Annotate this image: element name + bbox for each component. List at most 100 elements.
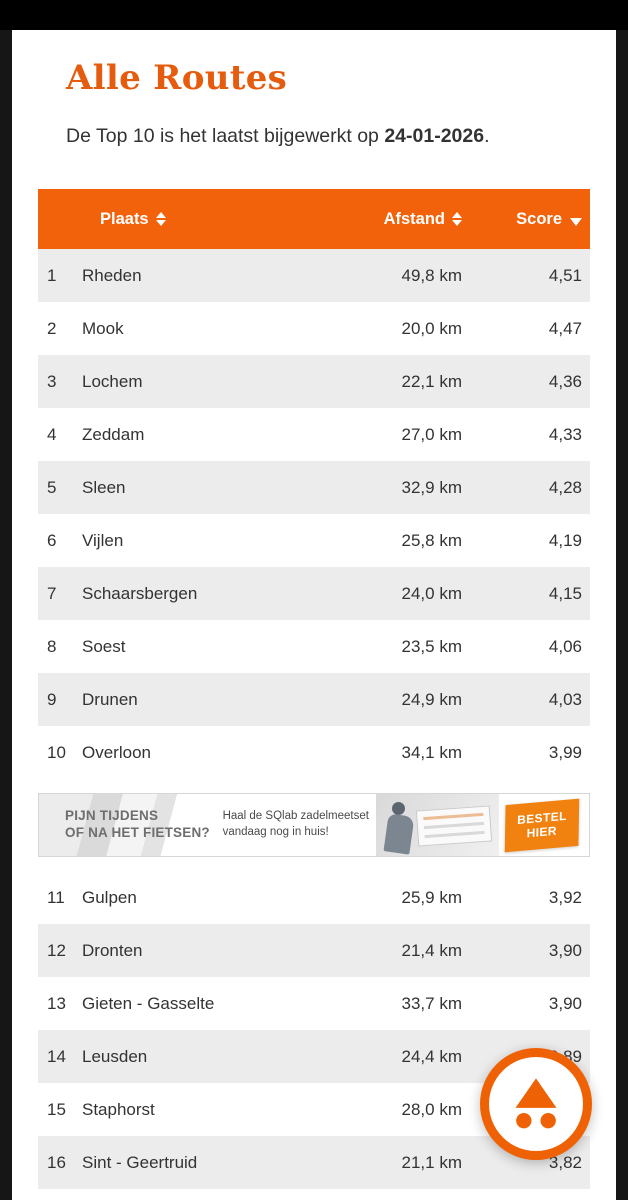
score-cell: 4,06 xyxy=(548,636,582,656)
score-cell: 3,90 xyxy=(548,993,582,1013)
column-header-afstand[interactable]: Afstand xyxy=(362,210,472,229)
score-cell: 3,90 xyxy=(548,940,582,960)
place-cell: Soest xyxy=(82,636,126,656)
rank-cell: 3 xyxy=(47,371,57,391)
score-cell: 4,47 xyxy=(548,318,582,338)
rank-cell: 8 xyxy=(47,636,57,656)
rank-cell: 13 xyxy=(47,993,66,1013)
distance-cell: 24,9 km xyxy=(401,689,462,709)
score-cell: 4,51 xyxy=(548,265,582,285)
place-cell: Schaarsbergen xyxy=(82,583,198,603)
table-row[interactable]: 5 Sleen 32,9 km 4,28 xyxy=(38,461,590,514)
place-cell: Sleen xyxy=(82,477,126,497)
distance-cell: 28,0 km xyxy=(401,1099,462,1119)
table-row[interactable]: 10 Overloon 34,1 km 3,99 xyxy=(38,726,590,779)
person-icon xyxy=(392,802,406,815)
sort-desc-icon xyxy=(570,217,582,226)
column-header-plaats[interactable]: Plaats xyxy=(82,210,362,229)
distance-cell: 34,1 km xyxy=(401,742,462,762)
score-cell: 4,28 xyxy=(548,477,582,497)
distance-cell: 25,9 km xyxy=(401,887,462,907)
table-row[interactable]: 8 Soest 23,5 km 4,06 xyxy=(38,620,590,673)
score-cell: 4,15 xyxy=(548,583,582,603)
distance-cell: 27,0 km xyxy=(401,424,462,444)
place-cell: Overloon xyxy=(82,742,151,762)
product-box-icon xyxy=(416,805,493,847)
place-cell: Lochem xyxy=(82,371,143,391)
ad-product-photo xyxy=(376,794,500,856)
ad-cta-line1: BESTEL xyxy=(517,808,568,827)
distance-cell: 49,8 km xyxy=(401,265,462,285)
score-cell: 4,19 xyxy=(548,530,582,550)
ad-headline-line2: OF NA HET FIETSEN? xyxy=(65,825,210,840)
rank-cell: 9 xyxy=(47,689,57,709)
last-updated-date: 24-01-2026 xyxy=(384,125,485,147)
table-row[interactable]: 7 Schaarsbergen 24,0 km 4,15 xyxy=(38,567,590,620)
ad-text: Haal de SQlab zadelmeetset vandaag nog i… xyxy=(223,809,377,840)
score-cell: 3,99 xyxy=(548,742,582,762)
rank-cell: 11 xyxy=(47,887,65,907)
table-body-top: 1 Rheden 49,8 km 4,51 2 Mook 20,0 km 4,4… xyxy=(38,249,590,779)
place-cell: Dronten xyxy=(82,940,143,960)
ad-cta-button[interactable]: BESTEL HIER xyxy=(504,798,580,852)
distance-cell: 33,7 km xyxy=(401,993,462,1013)
routes-table: Plaats Afstand Score 1 Rheden 49,8 km 4,… xyxy=(38,189,590,1189)
rank-cell: 1 xyxy=(47,265,57,285)
distance-cell: 24,4 km xyxy=(401,1046,462,1066)
table-row[interactable]: 11 Gulpen 25,9 km 3,92 xyxy=(38,871,590,924)
table-row[interactable]: 6 Vijlen 25,8 km 4,19 xyxy=(38,514,590,567)
page-header: Alle Routes De Top 10 is het laatst bijg… xyxy=(38,58,590,151)
score-cell: 3,82 xyxy=(548,1152,582,1172)
distance-cell: 32,9 km xyxy=(401,477,462,497)
table-row[interactable]: 9 Drunen 24,9 km 4,03 xyxy=(38,673,590,726)
place-cell: Mook xyxy=(82,318,124,338)
distance-cell: 21,1 km xyxy=(401,1152,462,1172)
rank-cell: 10 xyxy=(47,742,66,762)
place-cell: Gieten - Gasselte xyxy=(82,993,215,1013)
score-cell: 3,92 xyxy=(548,887,582,907)
distance-cell: 23,5 km xyxy=(401,636,462,656)
table-row[interactable]: 4 Zeddam 27,0 km 4,33 xyxy=(38,408,590,461)
table-row[interactable]: 2 Mook 20,0 km 4,47 xyxy=(38,302,590,355)
place-cell: Gulpen xyxy=(82,887,137,907)
distance-cell: 25,8 km xyxy=(401,530,462,550)
rank-cell: 15 xyxy=(47,1099,66,1119)
column-header-score[interactable]: Score xyxy=(472,210,590,229)
table-header-row: Plaats Afstand Score xyxy=(38,189,590,249)
column-label-score: Score xyxy=(516,209,562,228)
ad-banner[interactable]: PIJN TIJDENS OF NA HET FIETSEN? Haal de … xyxy=(38,793,590,857)
sort-both-icon xyxy=(452,212,462,226)
distance-cell: 22,1 km xyxy=(401,371,462,391)
last-updated-prefix: De Top 10 is het laatst bijgewerkt op xyxy=(66,125,385,147)
ad-background-decoration xyxy=(39,794,269,856)
score-cell: 4,03 xyxy=(548,689,582,709)
status-bar xyxy=(0,0,628,30)
column-label-plaats: Plaats xyxy=(100,209,149,228)
rank-cell: 2 xyxy=(47,318,57,338)
distance-cell: 24,0 km xyxy=(401,583,462,603)
page-title: Alle Routes xyxy=(66,58,288,98)
table-row[interactable]: 3 Lochem 22,1 km 4,36 xyxy=(38,355,590,408)
rank-cell: 16 xyxy=(47,1152,66,1172)
ad-text-line2: vandaag nog in huis! xyxy=(222,826,329,838)
table-row[interactable]: 1 Rheden 49,8 km 4,51 xyxy=(38,249,590,302)
ad-text-line1: Haal de SQlab zadelmeetset xyxy=(222,810,369,823)
place-cell: Rheden xyxy=(82,265,142,285)
table-row[interactable]: 13 Gieten - Gasselte 33,7 km 3,90 xyxy=(38,977,590,1030)
place-cell: Vijlen xyxy=(82,530,124,550)
table-row[interactable]: 12 Dronten 21,4 km 3,90 xyxy=(38,924,590,977)
last-updated-suffix: . xyxy=(484,125,490,147)
ad-headline-line1: PIJN TIJDENS xyxy=(65,808,159,824)
score-cell: 4,36 xyxy=(548,371,582,391)
ad-cta-line2: HIER xyxy=(526,823,558,841)
rank-cell: 4 xyxy=(47,424,57,444)
page: Alle Routes De Top 10 is het laatst bijg… xyxy=(12,30,616,1200)
ad-headline: PIJN TIJDENS OF NA HET FIETSEN? xyxy=(39,808,223,842)
rank-cell: 5 xyxy=(47,477,57,497)
place-cell: Leusden xyxy=(82,1046,148,1066)
column-label-afstand: Afstand xyxy=(383,209,445,228)
rank-cell: 7 xyxy=(47,583,57,603)
last-updated-text: De Top 10 is het laatst bijgewerkt op 24… xyxy=(66,122,562,151)
scroll-to-top-button[interactable] xyxy=(480,1048,592,1160)
table-body-bottom: 11 Gulpen 25,9 km 3,92 12 Dronten 21,4 k… xyxy=(38,871,590,1189)
